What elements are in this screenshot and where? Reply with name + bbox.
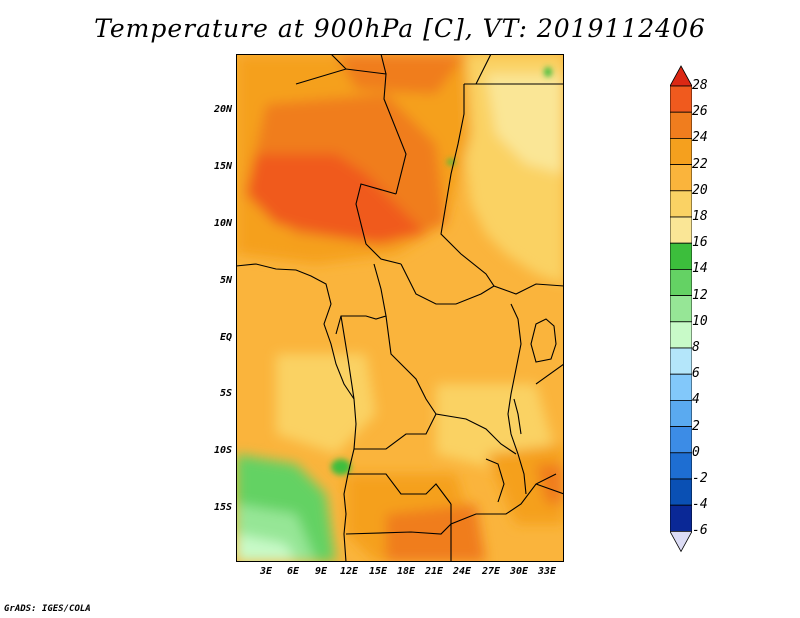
colorbar-cell (670, 111, 692, 139)
colorbar-tick-label: 12 (692, 287, 708, 303)
colorbar (670, 65, 692, 553)
colorbar-tick-label: 14 (692, 261, 708, 277)
lat-label-15s: 15S (213, 502, 232, 513)
colorbar-tick-label: -2 (692, 471, 708, 486)
colorbar-cell (670, 504, 692, 532)
lat-label-10n: 10N (213, 218, 232, 229)
lon-label-27e: 27E (481, 566, 501, 577)
colorbar-cell (670, 452, 692, 480)
lon-label-15e: 15E (368, 566, 388, 577)
colorbar-tick-label: 28 (692, 78, 708, 93)
lon-label-6e: 6E (286, 566, 300, 577)
colorbar-tick-label: 0 (692, 444, 700, 460)
grads-credit: GrADS: IGES/COLA (4, 604, 91, 614)
colorbar-tick-label: 4 (692, 392, 700, 408)
lon-label-21e: 21E (424, 566, 444, 577)
colorbar-cell (670, 138, 692, 166)
lon-label-12e: 12E (339, 566, 359, 577)
colorbar-cell (670, 268, 692, 296)
lon-label-33e: 33E (537, 566, 557, 577)
colorbar-tick-label: 2 (692, 418, 700, 434)
colorbar-tick-label: -6 (692, 523, 708, 539)
map-plot (236, 54, 564, 562)
map-frame (236, 54, 564, 562)
colorbar-cell (670, 399, 692, 427)
colorbar-tick-label: 20 (692, 182, 708, 198)
temperature-map: 20N 15N 10N 5N EQ 5S 10S 15S 3E 6E 9E 12… (214, 54, 564, 577)
colorbar-cell (670, 85, 692, 113)
colorbar-cell (670, 190, 692, 218)
map-title: Temperature at 900hPa [C], VT: 201911240… (94, 14, 706, 43)
colorbar-cell (670, 216, 692, 244)
lat-label-10s: 10S (213, 445, 232, 456)
colorbar-cell (670, 321, 692, 349)
lon-label-30e: 30E (509, 566, 529, 577)
colorbar-cell (670, 164, 692, 192)
lat-label-5n: 5N (219, 275, 232, 286)
colorbar-tick-label: 22 (692, 156, 708, 172)
lon-label-24e: 24E (452, 566, 472, 577)
coastlines-borders (236, 54, 564, 562)
lat-label-eq: EQ (219, 332, 232, 343)
colorbar-cell (670, 426, 692, 454)
colorbar-tick-label: 18 (692, 209, 708, 224)
colorbar-cell (670, 347, 692, 375)
lat-label-5s: 5S (219, 388, 232, 399)
colorbar-top-arrow (670, 65, 692, 87)
lon-label-9e: 9E (314, 566, 328, 577)
colorbar-bottom-arrow (670, 531, 692, 553)
lon-label-3e: 3E (259, 566, 273, 577)
colorbar-cell (670, 478, 692, 506)
colorbar-cell (670, 373, 692, 401)
colorbar-tick-label: 16 (692, 235, 708, 251)
colorbar-tick-label: 10 (692, 313, 708, 329)
lat-label-20n: 20N (213, 104, 232, 115)
lon-label-18e: 18E (396, 566, 416, 577)
colorbar-tick-label: 26 (692, 104, 708, 120)
colorbar-tick-label: 6 (692, 366, 700, 382)
colorbar-tick-label: 24 (692, 130, 708, 146)
colorbar-cell (670, 295, 692, 323)
colorbar-cell (670, 242, 692, 270)
lat-label-15n: 15N (213, 161, 232, 172)
colorbar-tick-label: 8 (692, 340, 700, 355)
colorbar-tick-label: -4 (692, 497, 708, 513)
